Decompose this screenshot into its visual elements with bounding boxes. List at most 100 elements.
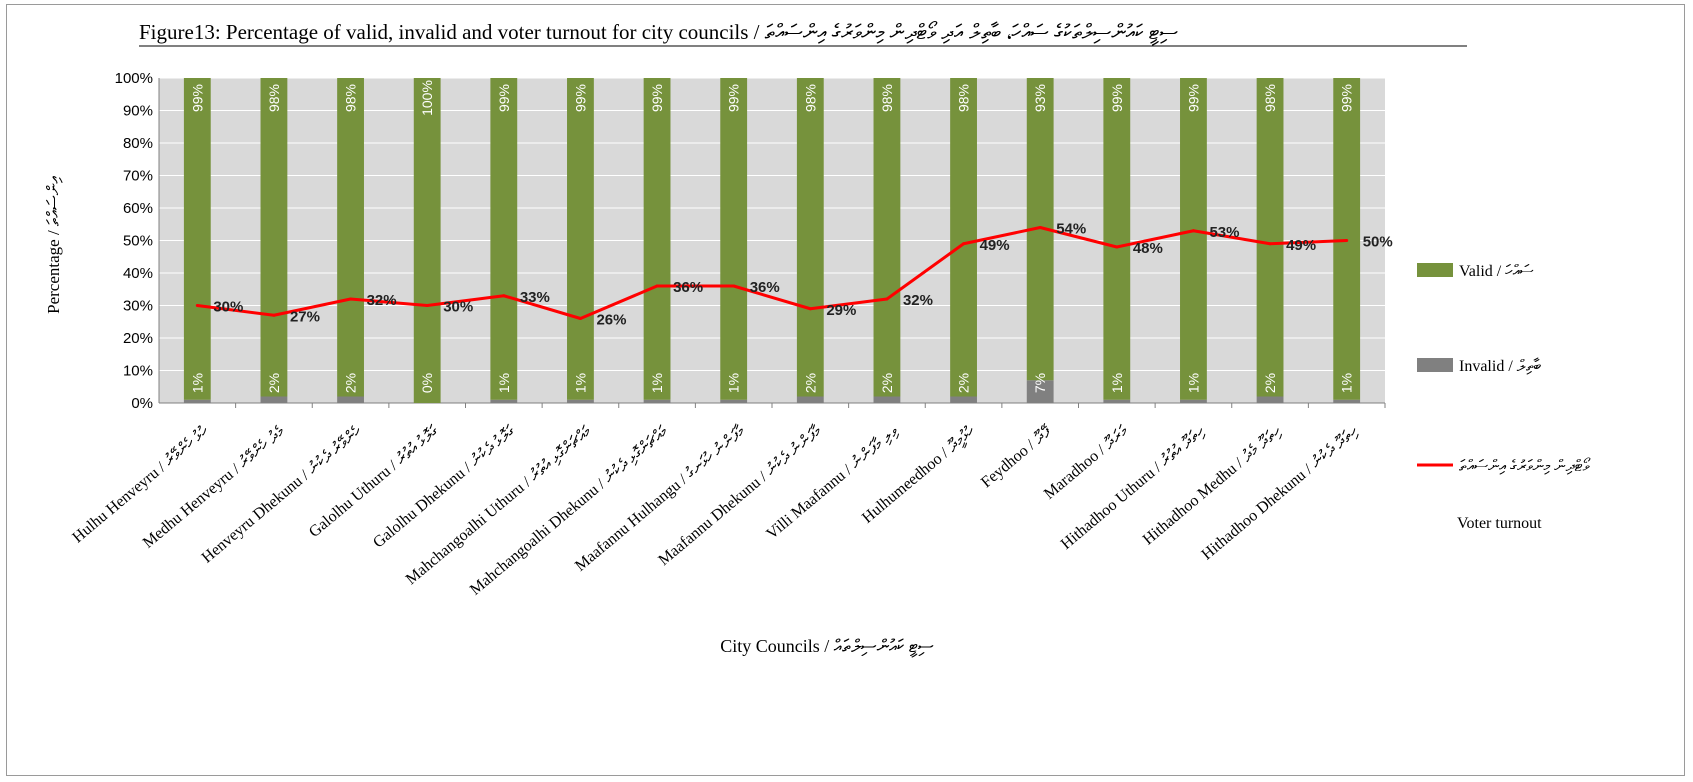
category-label: Feydhoo / ފޭދޫ — [978, 422, 1056, 491]
turnout-data-label: 49% — [1286, 237, 1316, 254]
turnout-point — [195, 304, 199, 307]
invalid-data-label: 1% — [496, 373, 512, 393]
bar-invalid — [1180, 399, 1207, 403]
invalid-data-label: 7% — [1032, 373, 1048, 393]
bar-invalid — [1026, 380, 1054, 403]
valid-data-label: 99% — [726, 84, 742, 112]
turnout-data-label: 26% — [596, 312, 626, 329]
turnout-point — [1268, 242, 1272, 246]
turnout-data-label: 33% — [520, 289, 550, 306]
bar-invalid — [643, 399, 671, 403]
turnout-point — [349, 297, 353, 301]
bar-valid — [796, 78, 824, 397]
legend-label-valid: Valid / ސައްހަ — [1459, 263, 1534, 280]
valid-data-label: 98% — [343, 84, 359, 112]
invalid-data-label: 1% — [649, 373, 665, 393]
valid-data-label: 98% — [802, 84, 818, 112]
legend-label-turnout-en: Voter turnout — [1457, 515, 1542, 532]
legend-swatch-valid — [1417, 263, 1453, 277]
category-label: Galolhu Dhekunu / ގަލޮޅު ދެކުނު — [370, 423, 519, 552]
y-tick-label: 100% — [115, 70, 153, 87]
y-tick-label: 20% — [123, 330, 153, 347]
bar-valid — [413, 78, 441, 403]
bar-invalid — [567, 399, 594, 403]
invalid-data-label: 1% — [572, 373, 588, 393]
turnout-point — [808, 307, 812, 311]
invalid-data-label: 0% — [419, 373, 435, 393]
valid-data-label: 98% — [879, 84, 895, 112]
y-tick-label: 0% — [131, 395, 153, 412]
turnout-data-label: 32% — [903, 292, 933, 309]
bar-valid — [873, 78, 901, 397]
bar-invalid — [337, 396, 364, 403]
y-tick-label: 40% — [123, 265, 153, 282]
y-tick-label: 50% — [123, 233, 153, 250]
turnout-point — [1115, 245, 1119, 249]
category-label: Galolhu Uthuru / ގަލޮޅު އުތުރު — [306, 423, 442, 541]
x-axis-label: City Councils / ސިޓީ ކައުންސިލްތައް — [720, 636, 934, 658]
valid-data-label: 93% — [1032, 84, 1048, 112]
valid-data-label: 99% — [649, 84, 665, 112]
bar-valid — [1180, 78, 1207, 400]
bar-invalid — [1103, 399, 1131, 403]
bar-valid — [950, 78, 977, 397]
turnout-data-label: 36% — [750, 279, 780, 296]
invalid-data-label: 1% — [1109, 373, 1125, 393]
invalid-data-label: 2% — [802, 373, 818, 393]
y-tick-label: 80% — [123, 135, 153, 152]
category-label: Maafannu Dhekunu / މާފަންނު ދެކުނު — [655, 422, 825, 569]
category-label: Hithadhoo Dhekunu / ހިތަދޫ ދެކުނު — [1199, 422, 1362, 563]
invalid-data-label: 2% — [266, 373, 282, 393]
bar-invalid — [183, 399, 211, 403]
valid-data-label: 99% — [189, 84, 205, 112]
valid-data-label: 100% — [419, 80, 435, 116]
invalid-data-label: 1% — [1185, 373, 1201, 393]
legend: Valid / ސައްހަ Invalid / ބާތިލް ވޯޓްދިން މ… — [1417, 263, 1591, 532]
turnout-data-label: 32% — [367, 292, 397, 309]
valid-data-label: 99% — [496, 84, 512, 112]
bar-valid — [643, 78, 671, 400]
invalid-data-label: 1% — [189, 373, 205, 393]
category-label: Hithadhoo Medhu / ހިތަދޫ މެދު — [1140, 422, 1286, 548]
chart-frame: Figure13: Percentage of valid, invalid a… — [6, 4, 1685, 776]
category-label: Hulhu Henveyru / ހުޅު ހެންވޭރު — [69, 422, 212, 546]
turnout-data-label: 54% — [1056, 221, 1086, 238]
invalid-data-label: 1% — [1339, 373, 1355, 393]
bar-invalid — [796, 396, 824, 403]
turnout-data-label: 29% — [826, 302, 856, 319]
invalid-data-label: 2% — [879, 373, 895, 393]
bar-valid — [567, 78, 594, 400]
chart: Figure13: Percentage of valid, invalid a… — [44, 20, 1591, 658]
valid-data-label: 98% — [266, 84, 282, 112]
y-tick-label: 30% — [123, 298, 153, 315]
bar-invalid — [1333, 399, 1361, 403]
bar-valid — [1256, 78, 1284, 397]
bar-valid — [1103, 78, 1131, 400]
invalid-data-label: 2% — [956, 373, 972, 393]
valid-data-label: 98% — [1262, 84, 1278, 112]
turnout-data-label: 50% — [1363, 234, 1393, 251]
invalid-data-label: 2% — [1262, 373, 1278, 393]
turnout-data-label: 53% — [1209, 224, 1239, 241]
bar-invalid — [1256, 396, 1284, 403]
turnout-point — [425, 304, 429, 307]
turnout-point — [732, 284, 736, 288]
bar-invalid — [720, 399, 748, 403]
turnout-data-label: 27% — [290, 308, 320, 325]
turnout-point — [1345, 239, 1349, 242]
category-label: Hithadhoo Uthuru / ހިތަދޫ އުތުރު — [1058, 422, 1209, 552]
bar-invalid — [950, 396, 977, 403]
turnout-point — [655, 284, 659, 288]
y-axis-label: Percentage / އިންސައްތަ — [44, 176, 63, 314]
turnout-data-label: 49% — [980, 237, 1010, 254]
plot-area: 0% 10% 20% 30% 40% 50% 60% 70% 80% 90% 100% 99% 1% Hu… — [69, 70, 1392, 599]
chart-title: Figure13: Percentage of valid, invalid a… — [139, 20, 1178, 46]
bar-valid — [183, 78, 211, 400]
turnout-point — [272, 313, 276, 317]
bar-valid — [260, 78, 288, 397]
turnout-point — [578, 317, 582, 320]
category-label: Villi Maafannu / ވިލި މާފަންނު — [763, 422, 903, 543]
legend-label-invalid: Invalid / ބާތިލް — [1459, 357, 1542, 375]
bar-valid — [337, 78, 364, 397]
bar-valid — [490, 78, 518, 400]
